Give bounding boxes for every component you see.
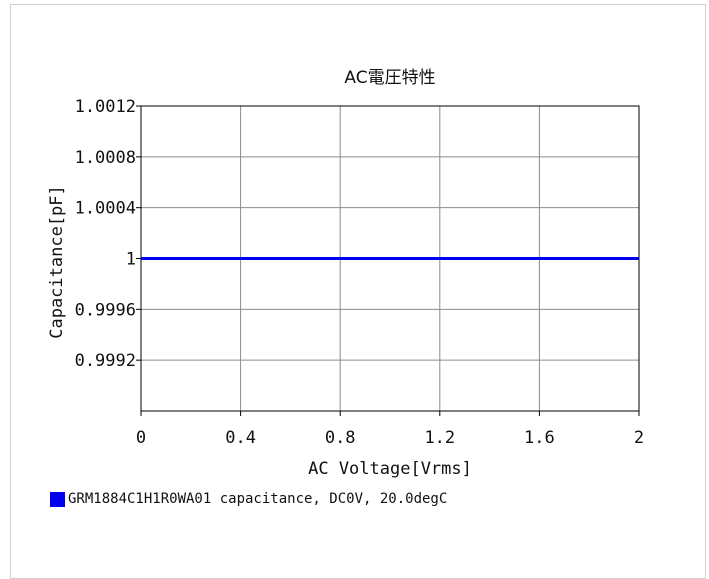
y-tick-label: 0.9992 [75, 351, 136, 371]
capacitance-chart: AC電圧特性 1.0012 1.0008 1.0004 1 0.9996 0.9992 0… [47, 68, 644, 479]
y-tick-label: 0.9996 [75, 300, 136, 320]
y-axis-ticks: 1.0012 1.0008 1.0004 1 0.9996 0.9992 [75, 97, 141, 371]
x-tick-label: 1.6 [524, 428, 555, 448]
x-tick-label: 0 [136, 428, 146, 448]
x-tick-label: 0.8 [325, 428, 356, 448]
legend-swatch [50, 491, 65, 507]
legend-label: GRM1884C1H1R0WA01 capacitance, DC0V, 20.… [68, 491, 448, 507]
x-axis-label: AC Voltage[Vrms] [308, 459, 472, 479]
chart-frame [10, 4, 706, 579]
y-tick-label: 1 [126, 250, 136, 270]
y-tick-label: 1.0012 [75, 97, 136, 117]
y-tick-label: 1.0004 [75, 199, 136, 219]
x-tick-label: 2 [634, 428, 644, 448]
x-tick-label: 0.4 [225, 428, 256, 448]
y-axis-label: Capacitance[pF] [47, 185, 67, 339]
x-axis-ticks: 0 0.4 0.8 1.2 1.6 2 [136, 411, 644, 448]
y-tick-label: 1.0008 [75, 148, 136, 168]
legend: GRM1884C1H1R0WA01 capacitance, DC0V, 20.… [50, 491, 447, 507]
x-tick-label: 1.2 [424, 428, 455, 448]
chart-title: AC電圧特性 [344, 68, 435, 88]
